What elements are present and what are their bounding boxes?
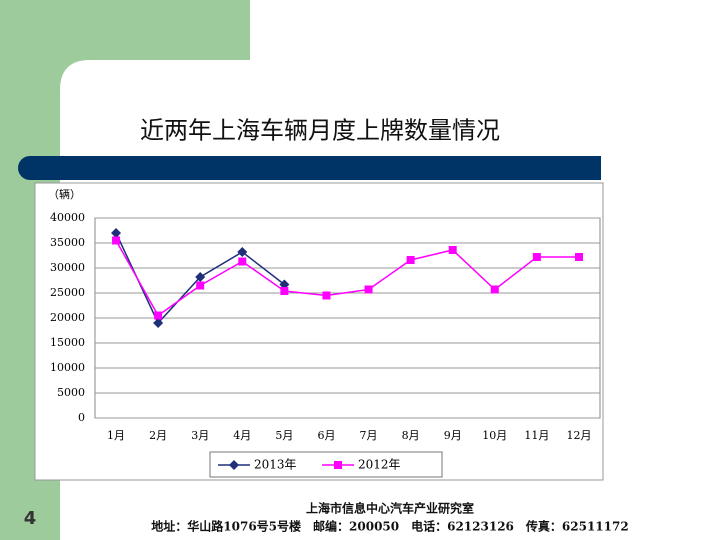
data-point (196, 281, 205, 290)
y-tick-label: 20000 (50, 311, 85, 324)
data-point (532, 253, 541, 261)
x-tick-label: 4月 (233, 429, 251, 442)
x-tick-label: 12月 (566, 429, 591, 442)
corner (60, 60, 90, 90)
x-tick-label: 2月 (149, 429, 167, 442)
y-tick-label: 15000 (50, 336, 85, 349)
x-tick-label: 3月 (191, 429, 209, 442)
footer-line: 上海市信息中心汽车产业研究室 (306, 501, 474, 516)
y-tick-label: 40000 (50, 211, 85, 224)
legend-label: 2012年 (358, 458, 401, 472)
x-tick-label: 7月 (360, 429, 378, 442)
data-point (448, 246, 457, 254)
title-bar (30, 156, 601, 180)
top-band (60, 0, 250, 60)
data-point (153, 318, 164, 328)
data-point (195, 272, 206, 282)
slide-title: 近两年上海车辆月度上牌数量情况 (140, 117, 500, 145)
legend-label: 2013年 (254, 458, 297, 472)
data-point (322, 291, 331, 300)
x-tick-label: 6月 (317, 429, 335, 442)
data-point (238, 257, 247, 266)
data-point (490, 285, 499, 294)
title-bar-cap (18, 156, 42, 180)
footer-line: 地址：华山路1076号5号楼 邮编：200050 电话：62123126 传真：… (151, 519, 628, 534)
legend-marker (229, 460, 239, 470)
y-tick-label: 25000 (50, 286, 85, 299)
series-line (115, 240, 579, 317)
x-tick-label: 8月 (402, 429, 420, 442)
page-number: 4 (24, 508, 37, 529)
legend-marker (334, 461, 342, 469)
x-tick-label: 1月 (107, 429, 125, 442)
data-point (111, 228, 122, 238)
y-axis-label: （辆） (48, 187, 81, 201)
data-point (574, 253, 583, 261)
y-tick-label: 35000 (50, 236, 85, 249)
x-tick-label: 5月 (275, 429, 293, 442)
data-point (406, 256, 415, 264)
y-tick-label: 30000 (50, 261, 85, 274)
y-tick-label: 0 (78, 411, 85, 424)
data-point (112, 236, 121, 245)
data-point (280, 287, 289, 295)
y-tick-label: 10000 (50, 361, 85, 374)
y-tick-label: 5000 (57, 386, 85, 399)
data-point (237, 247, 248, 257)
x-tick-label: 11月 (524, 429, 549, 442)
x-tick-label: 10月 (482, 429, 507, 442)
x-tick-label: 9月 (444, 429, 462, 442)
data-point (364, 285, 373, 294)
data-point (154, 311, 163, 320)
